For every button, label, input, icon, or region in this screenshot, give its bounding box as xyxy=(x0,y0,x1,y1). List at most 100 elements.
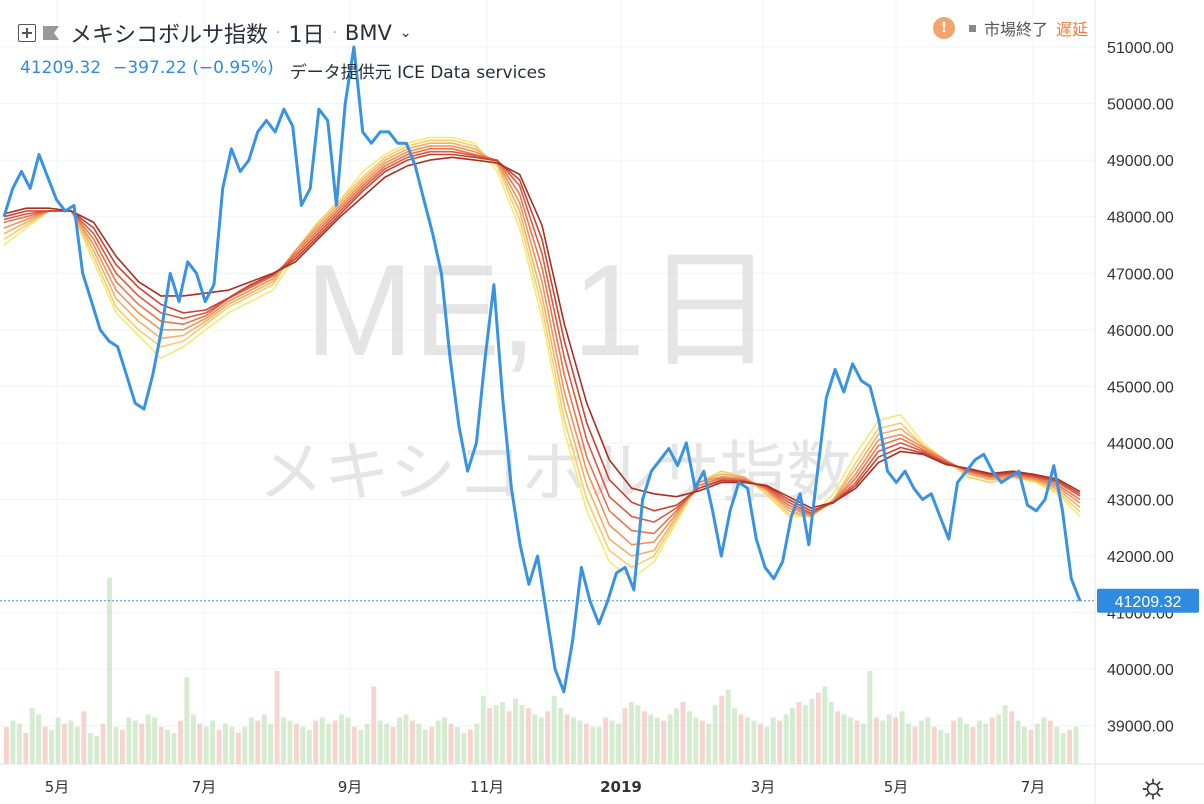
volume-bar xyxy=(976,720,982,764)
volume-bar xyxy=(699,720,705,764)
volume-bar xyxy=(55,717,61,764)
ma-line xyxy=(3,156,1081,509)
volume-bar xyxy=(16,723,22,764)
volume-bar xyxy=(100,723,106,764)
volume-bar xyxy=(306,729,312,764)
volume-bar xyxy=(996,714,1002,764)
volume-bar xyxy=(1054,726,1060,764)
volume-bar xyxy=(416,723,422,764)
volume-bar xyxy=(661,720,667,764)
volume-bar xyxy=(841,714,847,764)
volume-bar xyxy=(332,720,338,764)
volume-bar xyxy=(880,720,886,764)
y-tick-label: 49000.00 xyxy=(1107,153,1174,170)
volume-bar xyxy=(616,723,622,764)
flag-icon xyxy=(43,26,59,40)
volume-bar xyxy=(925,717,931,764)
volume-bar xyxy=(177,720,183,764)
volume-bar xyxy=(970,726,976,764)
volume-bar xyxy=(674,708,680,764)
volume-bar xyxy=(918,720,924,764)
volume-bar xyxy=(442,717,448,764)
volume-bar xyxy=(384,723,390,764)
exchange-label[interactable]: BMV xyxy=(344,21,392,45)
volume-bar xyxy=(577,720,583,764)
market-closed-label: 市場終了 xyxy=(983,20,1048,39)
volume-bar xyxy=(216,729,222,764)
volume-bar xyxy=(944,733,950,764)
volume-bar xyxy=(145,714,151,764)
volume-bar xyxy=(49,729,55,764)
volume-bar xyxy=(706,723,712,764)
volume-bar xyxy=(809,698,815,764)
volume-bar xyxy=(235,733,241,764)
volume-bar xyxy=(570,717,576,764)
volume-bar xyxy=(590,726,596,764)
volume-bar xyxy=(506,711,512,764)
chevron-down-icon[interactable]: ⌄ xyxy=(399,25,412,41)
volume-bar xyxy=(648,714,654,764)
volume-bar xyxy=(732,708,738,764)
volume-bar xyxy=(1041,717,1047,764)
volume-bar xyxy=(474,723,480,764)
volume-bar xyxy=(783,714,789,764)
y-tick-label: 48000.00 xyxy=(1107,210,1174,227)
volume-bar xyxy=(1028,729,1034,764)
last-price-label: 41209.32 xyxy=(1097,588,1199,613)
ma-ribbon xyxy=(3,136,1081,580)
volume-bar xyxy=(409,720,415,764)
symbol-name[interactable]: メキシコボルサ指数 xyxy=(70,23,269,48)
volume-bar xyxy=(351,726,357,764)
volume-bar xyxy=(248,717,254,764)
volume-bar xyxy=(835,711,841,764)
warning-icon[interactable]: ! xyxy=(932,17,955,39)
gear-icon[interactable] xyxy=(1142,778,1164,800)
volume-bar xyxy=(203,726,209,764)
y-tick-label: 45000.00 xyxy=(1107,379,1174,396)
volume-bar xyxy=(287,720,293,764)
volume-bar xyxy=(931,726,937,764)
volume-bar xyxy=(802,705,808,764)
volume-bar xyxy=(371,686,377,764)
x-tick-label: 3月 xyxy=(751,778,776,796)
volume-bar xyxy=(628,702,634,764)
time-axis[interactable]: 5月 7月 9月 11月 2019 3月 5月 7月 xyxy=(45,778,1046,796)
volume-bar xyxy=(854,720,860,764)
volume-bar xyxy=(609,720,615,764)
volume-bar xyxy=(873,717,879,764)
volume-bar xyxy=(435,720,441,764)
y-tick-label: 50000.00 xyxy=(1107,97,1174,114)
interval-label[interactable]: 1日 xyxy=(288,23,325,48)
volume-bar xyxy=(1002,705,1008,764)
volume-bar xyxy=(87,733,93,764)
market-status: ! 市場終了 遅延 xyxy=(932,16,1088,40)
volume-bar xyxy=(293,723,299,764)
volume-bar xyxy=(261,714,267,764)
volume-bar xyxy=(757,723,763,764)
volume-bar xyxy=(957,717,963,764)
volume-bar xyxy=(635,705,641,764)
volume-bar xyxy=(886,714,892,764)
add-symbol-icon[interactable] xyxy=(18,24,36,42)
volume-bar xyxy=(532,714,538,764)
volume-bar xyxy=(796,702,802,764)
volume-bar xyxy=(538,717,544,764)
volume-bar xyxy=(461,733,467,764)
x-tick-label: 5月 xyxy=(45,778,70,796)
volume-bar xyxy=(951,720,957,764)
volume-bar xyxy=(583,723,589,764)
volume-bar xyxy=(867,671,873,764)
volume-bar xyxy=(139,723,145,764)
volume-bar xyxy=(513,698,518,764)
x-tick-label: 7月 xyxy=(1021,778,1046,796)
volume-bar xyxy=(725,689,731,764)
volume-bar xyxy=(223,723,229,764)
grid-lines xyxy=(0,0,1095,764)
volume-bar xyxy=(680,702,686,764)
volume-bar xyxy=(983,723,989,764)
volume-bar xyxy=(61,723,67,764)
volume-bar xyxy=(712,705,718,764)
watermark-sub: メキシコボルサ指数 xyxy=(258,434,852,511)
